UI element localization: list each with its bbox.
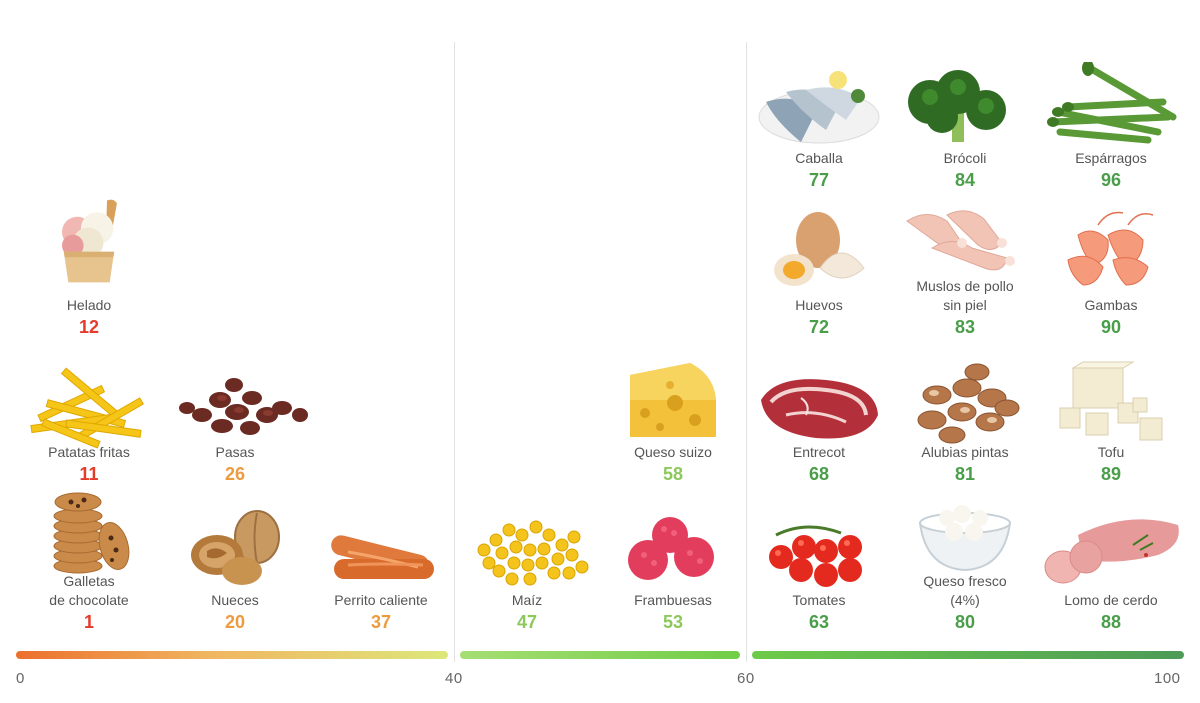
food-score: 12 <box>78 317 100 337</box>
food-score: 72 <box>808 317 830 337</box>
ice-cream-icon <box>62 199 117 283</box>
cottage-cheese-icon <box>918 505 1012 572</box>
food-name: Gambas <box>1084 297 1138 313</box>
scale-tick-60: 60 <box>737 670 755 687</box>
mackerel-icon <box>758 71 880 144</box>
chicken-legs-icon <box>906 210 1015 271</box>
food-name: Patatas fritas <box>48 444 130 460</box>
food-score: 37 <box>370 612 392 632</box>
food-score: 26 <box>224 464 246 484</box>
food-score: 77 <box>808 170 830 190</box>
food-score: 88 <box>1100 612 1122 632</box>
food-name-line-1: Queso fresco <box>923 573 1007 589</box>
fries-icon <box>30 367 144 449</box>
walnuts-icon <box>191 510 280 585</box>
food-score: 58 <box>662 464 684 484</box>
food-score: 84 <box>954 170 976 190</box>
food-score: 80 <box>954 612 976 632</box>
food-name: Caballa <box>795 150 843 166</box>
food-name: Frambuesas <box>634 592 712 608</box>
food-name-line-2: de chocolate <box>49 592 129 608</box>
raspberries-icon <box>628 517 714 580</box>
food-score: 90 <box>1100 317 1122 337</box>
food-score: 20 <box>224 612 246 632</box>
food-name: Tofu <box>1097 444 1125 460</box>
food-name: Maíz <box>511 592 543 608</box>
sausage-icon <box>331 535 434 579</box>
steak-icon <box>761 379 878 439</box>
food-score: 96 <box>1100 170 1122 190</box>
food-name: Huevos <box>795 297 843 313</box>
food-name: Alubias pintas <box>921 444 1009 460</box>
food-score: 81 <box>954 464 976 484</box>
cookies-icon <box>53 492 130 574</box>
food-name: Lomo de cerdo <box>1064 592 1158 608</box>
raisins-icon <box>179 378 308 435</box>
food-name: Nueces <box>211 592 259 608</box>
eggs-icon <box>774 212 865 286</box>
food-score: 89 <box>1100 464 1122 484</box>
corn-icon <box>477 520 589 586</box>
pork-loin-icon <box>1044 519 1179 584</box>
scale-bar-60-100 <box>752 651 1184 659</box>
food-name-line-2: (4%) <box>950 592 980 608</box>
asparagus-icon <box>1047 62 1177 144</box>
scale-tick-100: 100 <box>1154 670 1181 687</box>
food-name-line-1: Muslos de pollo <box>916 278 1014 294</box>
food-name-line-1: Galletas <box>63 573 115 589</box>
food-name: Pasas <box>215 444 255 460</box>
scale-tick-40: 40 <box>445 670 463 687</box>
food-name: Brócoli <box>943 150 987 166</box>
tomatoes-icon <box>769 525 862 587</box>
food-name: Queso suizo <box>634 444 712 460</box>
food-score: 47 <box>516 612 538 632</box>
food-score: 11 <box>79 464 99 484</box>
food-name-line-2: sin piel <box>943 297 987 313</box>
food-name: Helado <box>66 297 112 313</box>
food-score: 63 <box>808 612 830 632</box>
scale-tick-0: 0 <box>16 670 25 687</box>
tofu-icon <box>1059 361 1163 441</box>
divider-40 <box>454 42 455 662</box>
scale-bar-0-40 <box>16 651 448 659</box>
divider-60 <box>746 42 747 662</box>
food-score: 68 <box>808 464 830 484</box>
shrimp-icon <box>1067 211 1154 286</box>
food-name: Espárragos <box>1075 150 1147 166</box>
food-name: Perrito caliente <box>334 592 428 608</box>
broccoli-icon <box>908 70 1006 142</box>
food-score: 1 <box>83 612 94 632</box>
swiss-cheese-icon <box>630 363 716 437</box>
beans-icon <box>917 363 1020 444</box>
food-score: 83 <box>954 317 976 337</box>
food-name: Entrecot <box>792 444 846 460</box>
food-name: Tomates <box>792 592 846 608</box>
scale-bar-40-60 <box>460 651 740 659</box>
food-score: 53 <box>662 612 684 632</box>
